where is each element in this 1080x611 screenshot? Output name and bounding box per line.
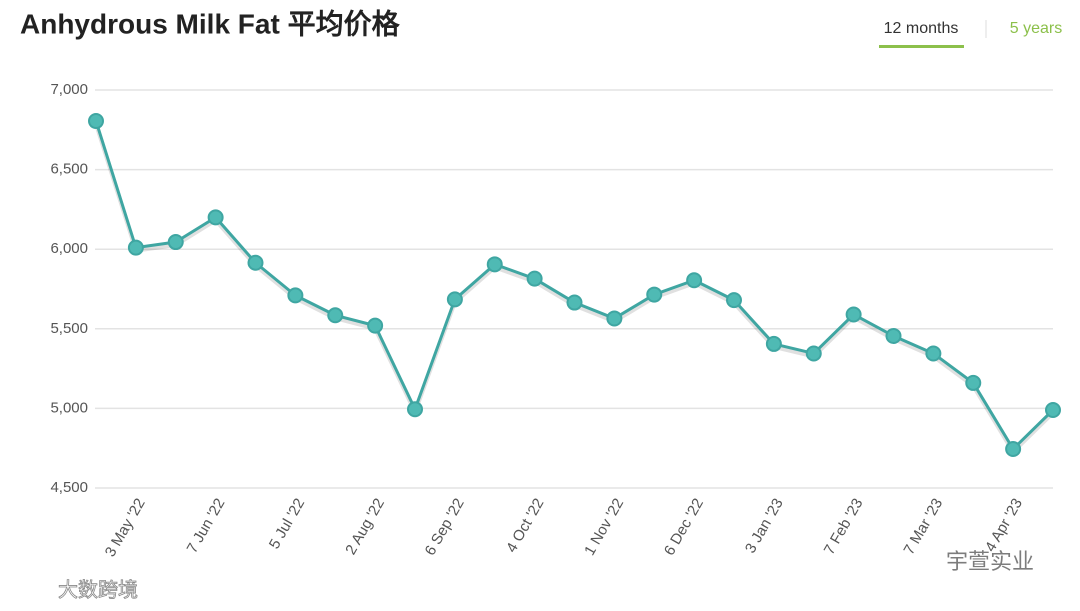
x-tick-label: 3 Jan '23 (742, 495, 787, 556)
watermark: 宇萱实业 (946, 549, 1034, 574)
point (1045, 401, 1061, 418)
x-tick-label: 7 Feb '23 (821, 495, 867, 557)
point (1005, 440, 1022, 457)
tab[interactable]: 5 years (1010, 20, 1062, 37)
point (486, 256, 503, 273)
point (885, 327, 902, 344)
point (207, 209, 224, 226)
tab[interactable]: 12 months (884, 20, 959, 37)
point (407, 401, 423, 418)
point (127, 239, 144, 256)
point (287, 287, 304, 304)
y-tick-label: 6,500 (50, 161, 88, 178)
y-tick-label: 6,000 (50, 240, 88, 257)
x-tick-label: 4 Apr '23 (982, 495, 1026, 554)
point (327, 307, 344, 324)
y-tick-label: 5,000 (50, 399, 88, 416)
watermark: 大数跨境 (58, 578, 138, 601)
point (566, 294, 583, 311)
point (845, 306, 862, 323)
x-tick-label: 4 Oct '22 (503, 495, 548, 555)
x-tick-label: 6 Sep '22 (422, 495, 468, 558)
y-tick-label: 7,000 (50, 81, 88, 98)
point (167, 234, 184, 251)
point (606, 310, 623, 327)
chart-title: Anhydrous Milk Fat 平均价格 (20, 8, 401, 39)
y-tick-label: 5,500 (50, 320, 88, 337)
x-tick-label: 7 Mar '23 (901, 495, 947, 557)
point (526, 270, 543, 287)
point (88, 113, 104, 130)
point (726, 292, 742, 309)
point (367, 317, 384, 334)
point (646, 286, 663, 303)
point (247, 254, 264, 271)
x-tick-label: 6 Dec '22 (661, 495, 707, 558)
x-tick-label: 5 Jul '22 (266, 495, 308, 551)
point (446, 291, 463, 308)
line-shadow (94, 123, 1055, 456)
x-tick-label: 3 May '22 (102, 495, 149, 559)
tab-underline (879, 45, 964, 48)
x-tick-label: 7 Jun '22 (184, 495, 229, 556)
y-tick-label: 4,500 (50, 479, 88, 496)
x-tick-label: 1 Nov '22 (581, 495, 627, 558)
point (765, 335, 782, 352)
point (925, 345, 942, 362)
point (805, 345, 822, 362)
point (965, 374, 982, 391)
x-tick-label: 2 Aug '22 (342, 495, 388, 557)
point (686, 272, 703, 289)
